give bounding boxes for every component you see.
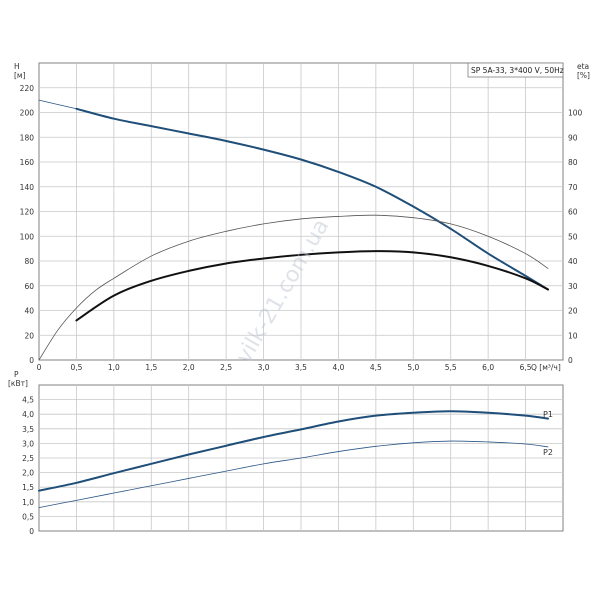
y-tick-label-p: 0,5 xyxy=(22,512,34,521)
y-tick-label-p: 1,0 xyxy=(22,498,34,507)
y-tick-label-p: 3,0 xyxy=(22,439,34,448)
y-tick-label-eta: 10 xyxy=(568,331,578,340)
y-tick-label-p: 2,5 xyxy=(22,454,34,463)
y-tick-label-h: 220 xyxy=(20,84,35,93)
head-curve xyxy=(75,107,550,291)
x-tick-label: 6,5 xyxy=(520,363,532,372)
x-tick-label: 3,5 xyxy=(295,363,307,372)
y-tick-label-p: 2,0 xyxy=(22,469,34,478)
top-right-y-ticks: 0 10 20 30 40 50 60 70 80 90 100 xyxy=(568,109,583,366)
y-tick-label-eta: 80 xyxy=(568,158,578,167)
y-tick-label-h: 140 xyxy=(20,183,35,192)
y-tick-label-eta: 90 xyxy=(568,133,578,142)
x-tick-label: 6,0 xyxy=(482,363,494,372)
h-axis-unit: [м] xyxy=(14,71,26,80)
y-tick-label-p: 4,0 xyxy=(22,410,34,419)
y-tick-label-eta: 20 xyxy=(568,307,578,316)
y-tick-label-p: 0 xyxy=(29,527,34,536)
y-tick-label-eta: 70 xyxy=(568,183,578,192)
y-tick-label-p: 1,5 xyxy=(22,483,34,492)
y-tick-label-h: 120 xyxy=(20,208,35,217)
y-tick-label-eta: 100 xyxy=(568,109,583,118)
power-curve-p1 xyxy=(38,410,550,492)
head-curve-extrapolated xyxy=(38,99,77,110)
legend-text: SP 5A-33, 3*400 V, 50Hz xyxy=(471,66,564,75)
x-tick-label: 4,0 xyxy=(332,363,344,372)
eta-axis-unit: [%] xyxy=(577,71,590,80)
watermark: vilk-21.com.ua xyxy=(232,215,335,368)
y-tick-label-h: 20 xyxy=(24,331,34,340)
x-tick-label: 2,5 xyxy=(220,363,232,372)
x-tick-label: 4,5 xyxy=(370,363,382,372)
p-axis-unit: [кВт] xyxy=(8,379,28,388)
y-tick-label-eta: 0 xyxy=(568,356,573,365)
y-tick-label-h: 60 xyxy=(24,282,34,291)
top-series xyxy=(38,99,550,361)
x-tick-label: 0 xyxy=(37,363,42,372)
series-label-p1: P1 xyxy=(543,410,553,419)
x-tick-label: 5,0 xyxy=(407,363,419,372)
power-curve-p2 xyxy=(38,440,549,509)
legend-box xyxy=(467,62,564,78)
y-tick-label-h: 180 xyxy=(20,133,35,142)
top-grid xyxy=(39,63,563,360)
y-tick-label-h: 200 xyxy=(20,109,35,118)
h-axis-title: H xyxy=(14,62,20,71)
efficiency-curve xyxy=(75,250,550,322)
y-tick-label-h: 0 xyxy=(29,356,34,365)
y-tick-label-h: 80 xyxy=(24,257,34,266)
efficiency-curve-extrapolated xyxy=(38,214,549,361)
p-axis-title: P xyxy=(14,370,19,379)
x-tick-label: 1,0 xyxy=(108,363,120,372)
y-tick-label-eta: 50 xyxy=(568,232,578,241)
y-tick-label-h: 160 xyxy=(20,158,35,167)
x-tick-label: 3,0 xyxy=(258,363,270,372)
y-tick-label-p: 4,5 xyxy=(22,396,34,405)
q-axis-title: Q [м³/ч] xyxy=(531,363,561,372)
y-tick-label-eta: 30 xyxy=(568,282,578,291)
x-tick-label: 5,5 xyxy=(445,363,457,372)
x-tick-label: 2,0 xyxy=(183,363,195,372)
y-tick-label-p: 3,5 xyxy=(22,425,34,434)
y-tick-label-h: 40 xyxy=(24,307,34,316)
y-tick-label-h: 100 xyxy=(20,232,35,241)
series-label-p2: P2 xyxy=(543,448,553,457)
x-tick-label: 0,5 xyxy=(70,363,82,372)
x-tick-label: 1,5 xyxy=(145,363,157,372)
bottom-y-ticks: 0 0,5 1,0 1,5 2,0 2,5 3,0 3,5 4,0 4,5 xyxy=(22,396,34,536)
top-x-ticks: 0 0,5 1,0 1,5 2,0 2,5 3,0 3,5 4,0 4,5 5,0 5,5 6,0 6,5 xyxy=(37,363,532,372)
top-left-y-ticks: 0 20 40 60 80 100 120 140 160 180 200 220 xyxy=(20,84,35,365)
bottom-grid xyxy=(39,385,563,531)
eta-axis-title: eta xyxy=(577,62,589,71)
bottom-series xyxy=(38,410,550,509)
y-tick-label-eta: 60 xyxy=(568,208,578,217)
y-tick-label-eta: 40 xyxy=(568,257,578,266)
